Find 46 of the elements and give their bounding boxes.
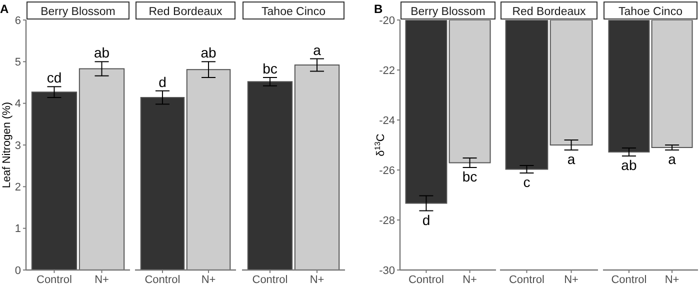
y-tick-label: 3 xyxy=(14,140,21,152)
x-tick-label: N+ xyxy=(94,274,109,284)
x-tick-label: N+ xyxy=(462,274,477,284)
annotation: ab xyxy=(94,44,110,61)
x-tick-label: Control xyxy=(36,274,72,284)
y-tick-label: -20 xyxy=(379,14,395,27)
chart-title: Red Bordeaux xyxy=(512,6,586,18)
chart-title: Berry Blossom xyxy=(40,6,116,18)
annotation: d xyxy=(422,212,430,228)
x-tick-label: Control xyxy=(408,274,444,284)
y-tick-label: 0 xyxy=(14,264,21,277)
y-tick-label: -26 xyxy=(379,164,395,177)
x-tick-label: Control xyxy=(144,274,180,284)
y-tick-label: -22 xyxy=(379,64,395,77)
x-tick-label: N+ xyxy=(201,274,216,284)
y-tick-label: 6 xyxy=(14,14,21,27)
chart-title: Tahoe Cinco xyxy=(618,6,682,18)
y-tick-label: 1 xyxy=(14,223,21,236)
y-tick-label: 2 xyxy=(14,182,21,194)
chart-title: Red Bordeaux xyxy=(148,6,223,18)
x-tick-label: N+ xyxy=(664,274,680,284)
x-tick-label: N+ xyxy=(310,274,324,284)
annotation: d xyxy=(158,74,166,90)
annotation: bc xyxy=(462,168,478,184)
annotation: ab xyxy=(200,44,217,61)
y-tick-label: -28 xyxy=(379,214,395,227)
annotation: ab xyxy=(621,157,637,173)
annotation: a xyxy=(313,42,322,58)
y-tick-label: -24 xyxy=(379,114,395,127)
y-tick-label: 5 xyxy=(14,56,21,69)
text: A xyxy=(0,2,9,16)
annotation: cd xyxy=(46,70,62,86)
y-tick-label: 4 xyxy=(14,98,21,110)
y-tick-label: -30 xyxy=(379,264,395,277)
x-tick-label: N+ xyxy=(564,274,578,284)
annotation: bc xyxy=(262,60,278,76)
chart-title: Berry Blossom xyxy=(410,6,486,18)
chart-title: Tahoe Cinco xyxy=(262,6,326,18)
annotation: a xyxy=(567,151,576,167)
x-tick-label: Control xyxy=(252,274,288,284)
x-tick-label: Control xyxy=(611,274,647,284)
y-axis-title: Leaf Nitrogen (%) xyxy=(1,102,13,188)
text: B xyxy=(374,2,383,16)
annotation: c xyxy=(523,174,530,190)
annotation: a xyxy=(668,151,676,167)
x-tick-label: Control xyxy=(508,274,544,284)
